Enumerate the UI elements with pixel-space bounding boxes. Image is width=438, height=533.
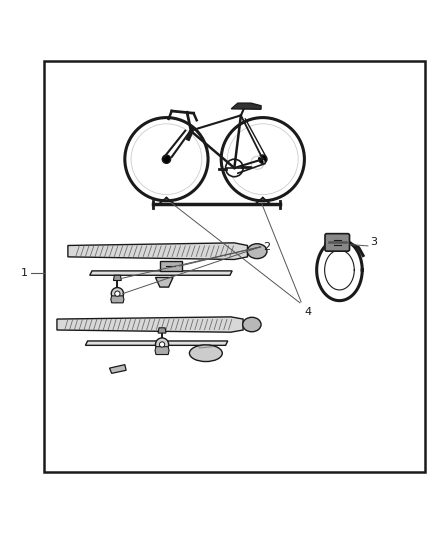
Ellipse shape	[247, 244, 267, 259]
Polygon shape	[155, 346, 169, 354]
Text: 3: 3	[370, 237, 377, 247]
Ellipse shape	[189, 345, 222, 361]
Bar	[160, 261, 182, 271]
Polygon shape	[325, 250, 354, 290]
Circle shape	[162, 155, 170, 163]
Polygon shape	[110, 365, 126, 374]
Bar	[44, 61, 425, 472]
Polygon shape	[158, 328, 166, 333]
Circle shape	[115, 291, 120, 296]
Circle shape	[125, 118, 208, 201]
Text: 1: 1	[21, 268, 28, 278]
Circle shape	[221, 118, 304, 201]
Polygon shape	[155, 278, 173, 287]
FancyBboxPatch shape	[325, 233, 350, 251]
Circle shape	[226, 159, 243, 177]
Polygon shape	[111, 296, 124, 303]
Text: 4: 4	[304, 308, 311, 318]
Polygon shape	[85, 341, 228, 345]
Circle shape	[159, 342, 165, 347]
Ellipse shape	[243, 317, 261, 332]
Polygon shape	[68, 243, 247, 260]
Polygon shape	[90, 271, 232, 275]
Circle shape	[258, 155, 267, 163]
Polygon shape	[57, 317, 243, 332]
Polygon shape	[113, 275, 121, 280]
Circle shape	[155, 338, 169, 351]
Polygon shape	[231, 103, 261, 109]
Circle shape	[111, 287, 124, 300]
Text: 2: 2	[263, 242, 270, 252]
Circle shape	[251, 246, 258, 253]
